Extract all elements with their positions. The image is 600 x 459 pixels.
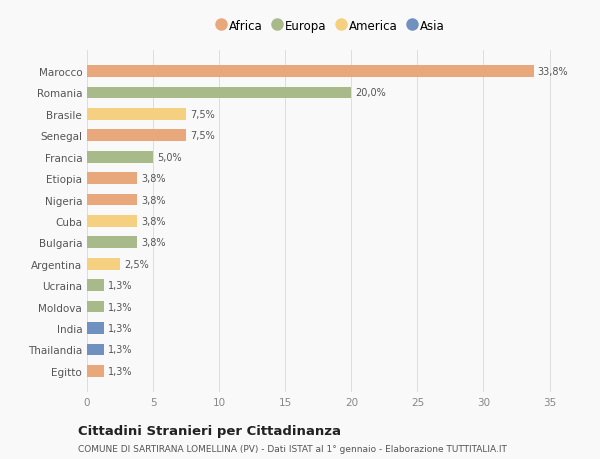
Bar <box>87 216 137 227</box>
Bar <box>87 258 120 270</box>
Bar <box>87 109 186 121</box>
Bar <box>87 66 534 78</box>
Text: 1,3%: 1,3% <box>108 280 133 291</box>
Bar <box>87 130 186 142</box>
Text: 33,8%: 33,8% <box>538 67 568 77</box>
Text: 3,8%: 3,8% <box>141 217 166 226</box>
Text: 3,8%: 3,8% <box>141 195 166 205</box>
Text: Cittadini Stranieri per Cittadinanza: Cittadini Stranieri per Cittadinanza <box>78 425 341 437</box>
Bar <box>87 301 104 313</box>
Text: 2,5%: 2,5% <box>124 259 149 269</box>
Text: 1,3%: 1,3% <box>108 323 133 333</box>
Bar <box>87 151 153 163</box>
Legend: Africa, Europa, America, Asia: Africa, Europa, America, Asia <box>214 15 449 38</box>
Bar <box>87 344 104 356</box>
Bar <box>87 322 104 334</box>
Bar <box>87 173 137 185</box>
Text: 7,5%: 7,5% <box>190 110 215 120</box>
Text: 1,3%: 1,3% <box>108 302 133 312</box>
Text: 5,0%: 5,0% <box>157 152 182 162</box>
Bar <box>87 194 137 206</box>
Bar <box>87 87 352 99</box>
Bar <box>87 280 104 291</box>
Text: 1,3%: 1,3% <box>108 345 133 355</box>
Text: COMUNE DI SARTIRANA LOMELLINA (PV) - Dati ISTAT al 1° gennaio - Elaborazione TUT: COMUNE DI SARTIRANA LOMELLINA (PV) - Dat… <box>78 444 507 453</box>
Text: 3,8%: 3,8% <box>141 238 166 248</box>
Text: 1,3%: 1,3% <box>108 366 133 376</box>
Text: 20,0%: 20,0% <box>355 88 386 98</box>
Text: 3,8%: 3,8% <box>141 174 166 184</box>
Bar <box>87 365 104 377</box>
Text: 7,5%: 7,5% <box>190 131 215 141</box>
Bar <box>87 237 137 249</box>
